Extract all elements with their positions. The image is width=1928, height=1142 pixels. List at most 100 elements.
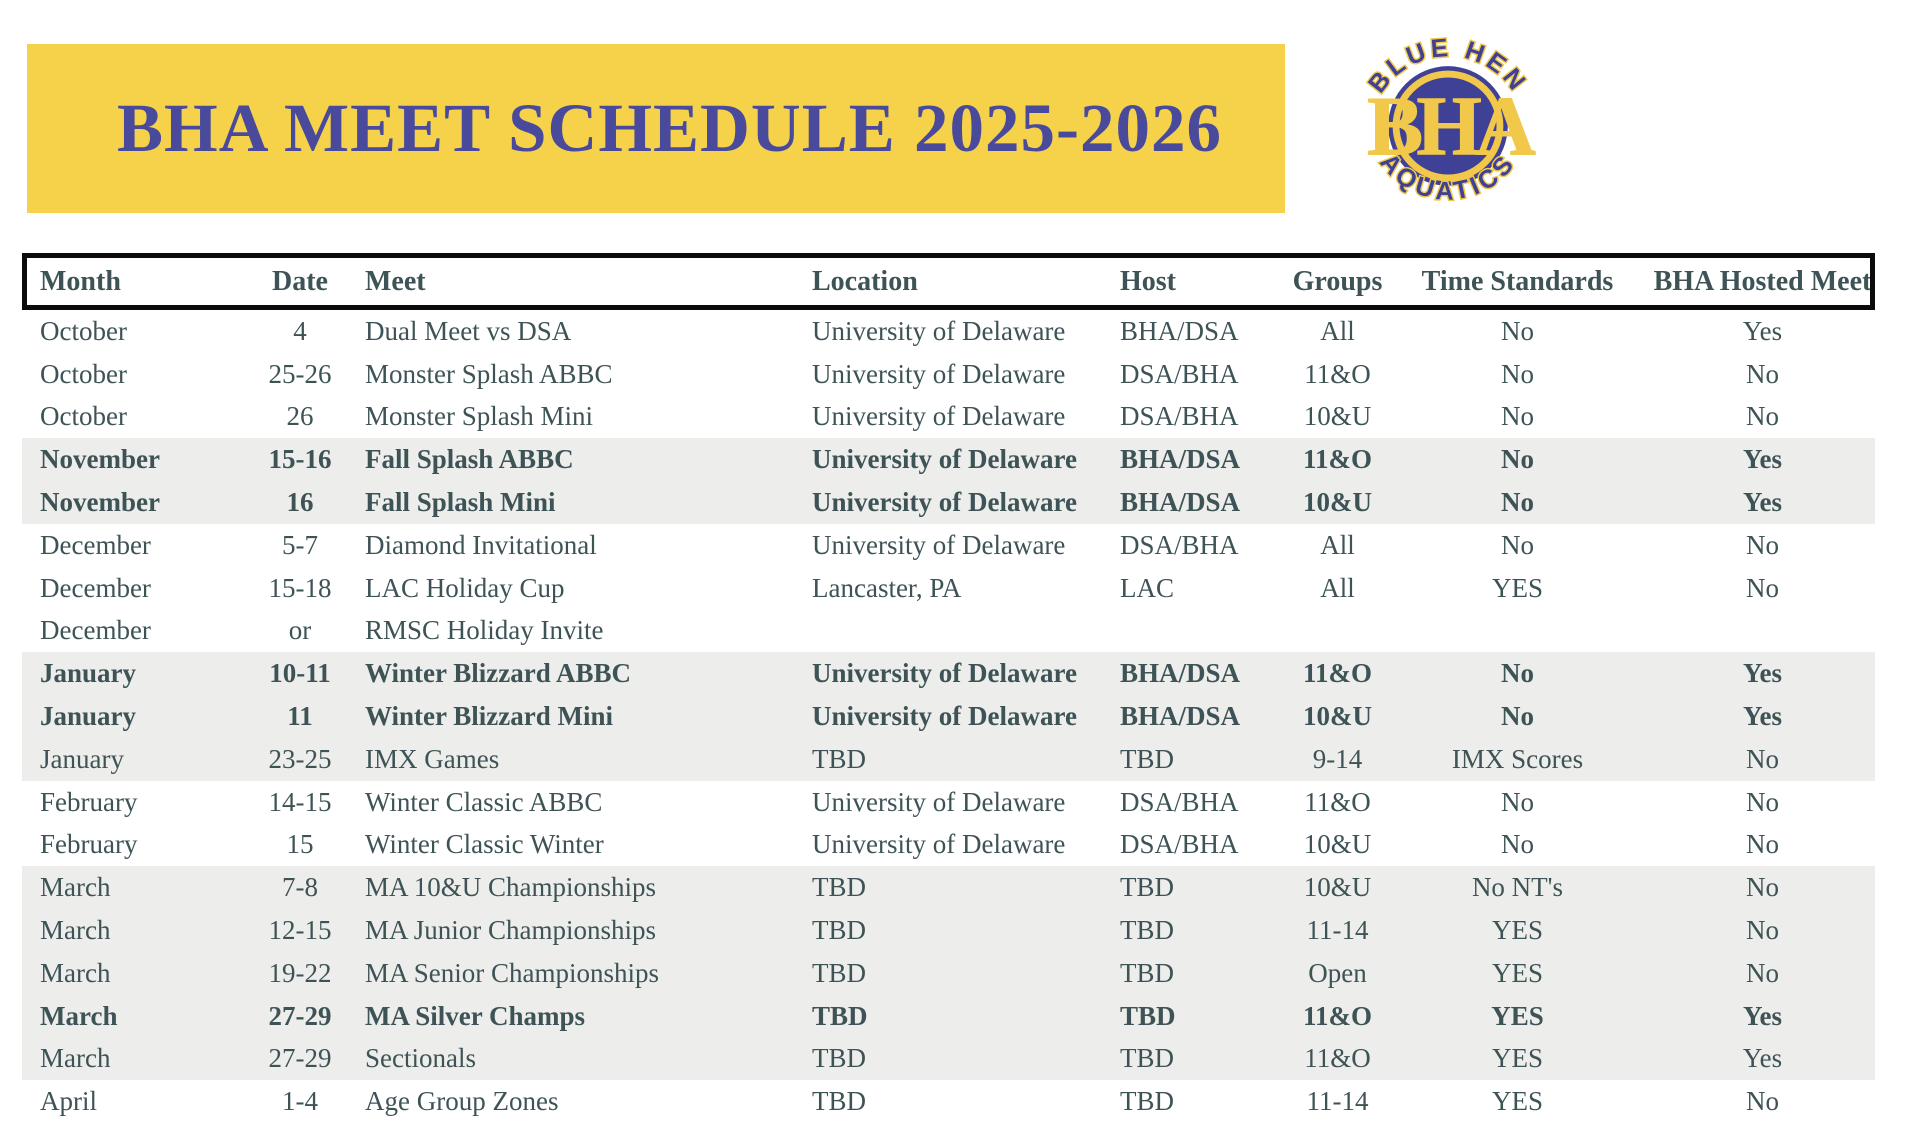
cell-date: 19-22	[268, 957, 332, 988]
cell-bha-hosted: No	[1746, 786, 1779, 817]
cell-date: 15-16	[268, 444, 332, 475]
cell-host: TBD	[1120, 915, 1174, 946]
cell-meet: Monster Splash Mini	[365, 401, 594, 432]
cell-meet: Winter Classic Winter	[365, 829, 604, 860]
table-row: November 15-16 Fall Splash ABBC Universi…	[22, 438, 1875, 482]
cell-date: 23-25	[268, 743, 332, 774]
cell-time-standards: No	[1501, 444, 1534, 475]
cell-groups: 11&O	[1302, 658, 1372, 689]
table-header-row: Month Date Meet Location Host Groups Tim…	[22, 253, 1875, 310]
column-header-date: Date	[272, 265, 328, 297]
meet-schedule-table: Month Date Meet Location Host Groups Tim…	[22, 253, 1875, 1123]
column-header-groups: Groups	[1292, 265, 1383, 297]
cell-groups: 10&U	[1303, 401, 1372, 432]
cell-month: November	[40, 444, 160, 475]
cell-date: 16	[286, 487, 314, 518]
bha-logo-icon: BLUE HEN AQUATICS BHA	[1362, 32, 1544, 207]
cell-date: 15-18	[268, 572, 332, 603]
cell-date: 10-11	[269, 658, 331, 689]
cell-date: 5-7	[282, 529, 318, 560]
cell-month: March	[40, 872, 111, 903]
cell-time-standards: No	[1501, 829, 1534, 860]
cell-groups: 11&O	[1304, 1043, 1371, 1074]
cell-location: TBD	[812, 915, 866, 946]
cell-date: 4	[293, 315, 307, 346]
cell-host: BHA/DSA	[1120, 444, 1241, 475]
cell-host: TBD	[1120, 743, 1174, 774]
cell-meet: LAC Holiday Cup	[365, 572, 565, 603]
cell-meet: Dual Meet vs DSA	[365, 315, 572, 346]
cell-time-standards: No	[1501, 658, 1534, 689]
cell-groups: 11-14	[1306, 915, 1369, 946]
cell-location: TBD	[812, 743, 866, 774]
column-header-host: Host	[1120, 265, 1176, 297]
cell-location: University of Delaware	[812, 529, 1066, 560]
cell-date: 27-29	[268, 1000, 332, 1031]
cell-month: February	[40, 829, 138, 860]
cell-bha-hosted: No	[1746, 743, 1779, 774]
cell-groups: 11-14	[1306, 1086, 1369, 1117]
cell-groups: 10&U	[1303, 872, 1372, 903]
cell-meet: Fall Splash Mini	[365, 487, 556, 518]
cell-bha-hosted: Yes	[1743, 444, 1782, 475]
cell-meet: MA Silver Champs	[365, 1000, 586, 1031]
cell-host: DSA/BHA	[1120, 786, 1239, 817]
cell-location: TBD	[812, 872, 866, 903]
cell-date: 7-8	[282, 872, 318, 903]
cell-location: University of Delaware	[812, 829, 1066, 860]
cell-meet: MA Junior Championships	[365, 915, 657, 946]
cell-time-standards: YES	[1491, 1000, 1544, 1031]
cell-time-standards: No NT's	[1471, 872, 1564, 903]
cell-month: January	[40, 658, 137, 689]
table-row: February 14-15 Winter Classic ABBC Unive…	[22, 781, 1875, 824]
table-row: January 10-11 Winter Blizzard ABBC Unive…	[22, 652, 1875, 696]
table-row: March 27-29 Sectionals TBD TBD 11&O YES …	[22, 1037, 1875, 1081]
column-header-time-standards: Time Standards	[1421, 265, 1614, 297]
cell-bha-hosted: No	[1746, 872, 1779, 903]
cell-month: January	[40, 743, 124, 774]
cell-bha-hosted: Yes	[1742, 1043, 1783, 1074]
cell-month: October	[40, 358, 127, 389]
cell-location: University of Delaware	[812, 701, 1077, 732]
cell-time-standards: No	[1501, 529, 1534, 560]
cell-groups: 11&O	[1302, 1000, 1372, 1031]
cell-time-standards: IMX Scores	[1451, 743, 1584, 774]
cell-host: DSA/BHA	[1120, 358, 1239, 389]
cell-time-standards: No	[1501, 701, 1534, 732]
cell-date: 11	[287, 701, 313, 732]
cell-time-standards: No	[1501, 401, 1534, 432]
cell-groups: All	[1320, 529, 1355, 560]
cell-meet: MA 10&U Championships	[365, 872, 657, 903]
cell-time-standards: No	[1501, 358, 1534, 389]
cell-meet: Diamond Invitational	[365, 529, 597, 560]
cell-host: TBD	[1120, 957, 1174, 988]
logo-circle	[1388, 66, 1508, 186]
column-header-meet: Meet	[365, 265, 426, 297]
cell-host: TBD	[1120, 872, 1174, 903]
title-banner: BHA MEET SCHEDULE 2025-2026	[27, 44, 1285, 213]
cell-host: DSA/BHA	[1120, 829, 1239, 860]
logo-ring	[1392, 70, 1504, 182]
cell-location: University of Delaware	[812, 658, 1077, 689]
cell-month: November	[40, 487, 160, 518]
cell-location: University of Delaware	[812, 358, 1066, 389]
cell-bha-hosted: Yes	[1743, 658, 1782, 689]
cell-bha-hosted: Yes	[1742, 315, 1783, 346]
cell-groups: 10&U	[1303, 487, 1372, 518]
cell-month: December	[40, 572, 151, 603]
logo-monogram: BHA	[1367, 80, 1536, 173]
cell-month: December	[40, 615, 151, 646]
cell-host: TBD	[1120, 1086, 1174, 1117]
table-row: March 19-22 MA Senior Championships TBD …	[22, 951, 1875, 995]
cell-meet: IMX Games	[365, 743, 500, 774]
cell-groups: Open	[1308, 957, 1367, 988]
cell-date: 14-15	[268, 786, 332, 817]
cell-bha-hosted: No	[1746, 957, 1779, 988]
cell-host: TBD	[1120, 1000, 1176, 1031]
cell-time-standards: No	[1501, 315, 1534, 346]
cell-host: BHA/DSA	[1120, 315, 1239, 346]
cell-time-standards: YES	[1491, 1043, 1543, 1074]
cell-date: 12-15	[268, 915, 332, 946]
cell-bha-hosted: Yes	[1743, 701, 1782, 732]
table-row: January 23-25 IMX Games TBD TBD 9-14 IMX…	[22, 737, 1875, 781]
